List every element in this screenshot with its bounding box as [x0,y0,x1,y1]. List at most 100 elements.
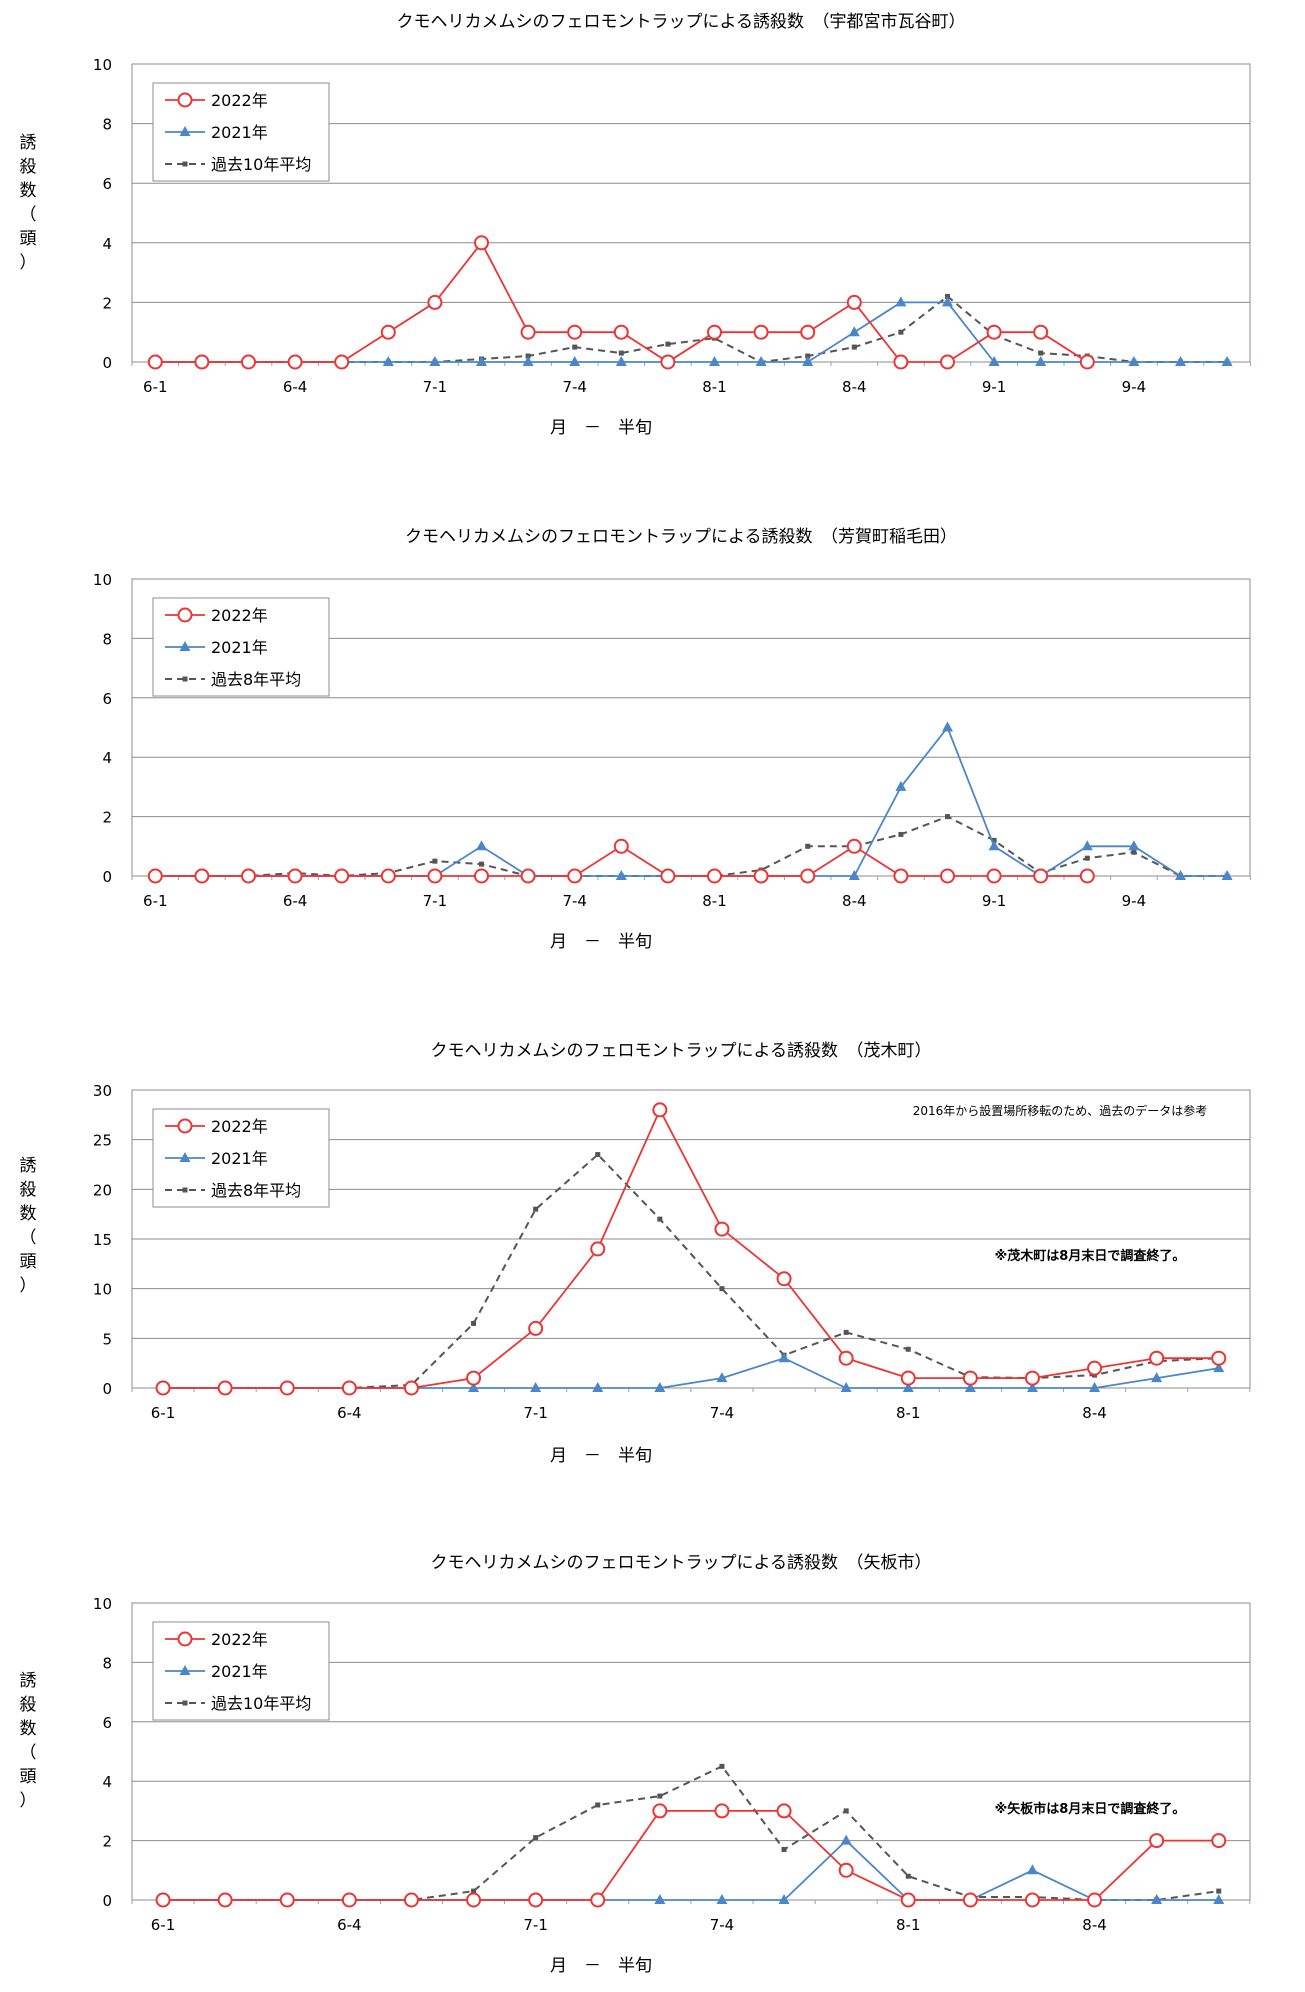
y-axis-label-char: 殺 [20,1180,37,1200]
data-point [528,1892,544,1908]
data-point [615,356,627,366]
data-point [942,721,953,732]
y-axis-label-char: 誘 [20,1671,37,1691]
data-point [1033,324,1049,340]
data-point [940,354,955,370]
data-point [707,868,722,884]
chart-annotation: ※茂木町は8月末日で調査終了。 [995,1248,1186,1264]
data-point [403,1380,419,1396]
series-line [163,1107,1219,1389]
data-point [334,868,350,884]
chart-title: クモヘリカメムシのフェロモントラップによる誘殺数 （芳賀町稲毛田） [405,527,957,547]
legend-label: 2021年 [211,1662,268,1681]
data-point [466,1370,482,1386]
x-tick-label: 9-4 [1122,378,1147,396]
legend-label: 過去10年平均 [211,1694,311,1713]
data-point [719,1286,725,1292]
data-point [900,1892,916,1908]
chart-title: クモヘリカメムシのフェロモントラップによる誘殺数 （矢板市） [431,1553,932,1573]
x-tick-label: 6-4 [337,1404,362,1422]
data-point [380,324,396,340]
data-point [530,1382,542,1392]
x-tick-label: 9-4 [1122,892,1147,910]
y-tick-label: 5 [102,1330,112,1348]
y-tick-label: 25 [93,1132,112,1150]
data-point [1221,356,1233,366]
data-point [427,294,443,310]
chart-svg: クモヘリカメムシのフェロモントラップによる誘殺数 （宇都宮市瓦谷町） 0 2 4 6 8 1… [20,12,1251,438]
y-axis-label-char: 誘 [20,1156,37,1176]
data-point [1149,1350,1165,1366]
legend-marker [182,1700,188,1706]
y-axis-label-char: 誘 [20,133,37,153]
legend-marker [179,641,191,651]
data-point [1216,1888,1222,1894]
data-point [432,858,438,864]
data-point [533,1206,539,1212]
data-point [800,868,816,884]
x-tick-label: 8-4 [842,892,867,910]
data-point [848,870,860,880]
data-point [800,324,816,340]
data-point [429,356,441,366]
data-point [590,1892,606,1908]
data-point [945,814,950,820]
data-point [840,1382,852,1392]
data-point [1131,849,1137,855]
series-line [155,725,1228,878]
x-axis-label: 月 － 半旬 [550,932,652,952]
data-point [846,294,862,310]
data-point [474,868,489,884]
x-tick-label: 6-4 [283,378,308,396]
data-point [838,1862,854,1878]
data-point [572,344,578,350]
data-point [657,1216,663,1222]
y-axis-label-char: （ [20,205,37,225]
y-tick-label: 15 [93,1231,112,1249]
data-point [474,235,489,251]
data-point [840,1834,852,1845]
data-point [613,838,629,854]
data-point [776,1803,792,1819]
legend-label: 2021年 [211,1149,268,1168]
data-point [380,868,396,884]
data-point [838,1350,854,1366]
data-point [1079,868,1095,884]
data-point [595,1152,601,1158]
data-point [905,1346,911,1352]
y-tick-label: 8 [102,116,112,134]
data-point [1035,356,1047,366]
data-point [905,1873,911,1879]
data-point [652,1102,668,1118]
legend-marker [182,1187,188,1193]
y-tick-label: 0 [102,868,112,886]
data-point [802,356,814,366]
data-point [753,324,769,340]
data-point [1026,1864,1038,1875]
data-point [403,1892,419,1908]
data-point [471,1320,477,1326]
data-point [988,840,1000,851]
data-point [895,780,907,791]
y-tick-label: 10 [93,1595,112,1613]
chart-title: クモヘリカメムシのフェロモントラップによる誘殺数 （宇都宮市瓦谷町） [397,12,966,32]
data-point [1089,1382,1101,1392]
data-point [528,1320,544,1336]
data-point [660,354,676,370]
data-point [522,356,534,366]
data-point [851,344,857,350]
data-point [1079,354,1095,370]
data-point [334,354,350,370]
x-tick-label: 7-1 [423,892,448,910]
data-point [613,324,629,340]
data-point [217,1380,233,1396]
legend-label: 過去8年平均 [211,670,301,689]
chart-yaita: クモヘリカメムシのフェロモントラップによる誘殺数 （矢板市） 0 2 4 6 8 10 6-1… [0,1538,1305,1992]
x-tick-label: 7-4 [710,1916,735,1934]
y-axis-label-char: 頭 [20,229,37,249]
x-tick-label: 6-4 [337,1916,362,1934]
y-tick-label: 20 [93,1181,112,1199]
data-point [660,868,676,884]
x-tick-label: 6-4 [283,892,308,910]
y-axis-label-char: 数 [20,181,37,201]
